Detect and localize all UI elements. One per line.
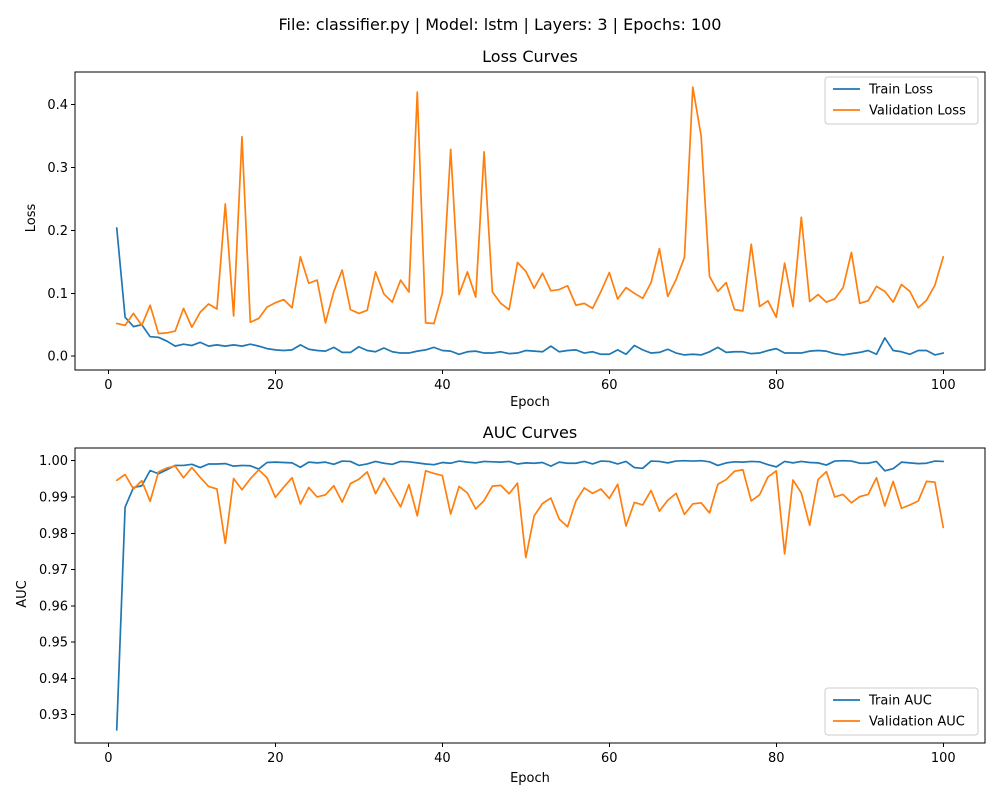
- loss-chart-train-loss-line: [115, 227, 945, 356]
- loss-chart-xtick-label: 0: [104, 378, 112, 393]
- loss-chart-legend-label-train-loss: Train Loss: [868, 83, 933, 98]
- auc-chart-ytick-label: 0.95: [39, 636, 68, 651]
- auc-chart-xtick-label: 20: [267, 751, 284, 766]
- auc-chart-title: AUC Curves: [483, 423, 577, 442]
- auc-chart-xtick-label: 60: [601, 751, 618, 766]
- loss-chart-ytick-label: 0.1: [47, 287, 68, 302]
- loss-chart-validation-loss-line: [115, 86, 945, 335]
- auc-chart-ytick-label: 0.98: [39, 527, 68, 542]
- auc-chart-ytick-label: 0.94: [39, 672, 68, 687]
- auc-chart-ytick-label: 1.00: [39, 454, 68, 469]
- auc-chart-legend-label-train-auc: Train AUC: [868, 694, 932, 709]
- loss-chart-ytick-label: 0.2: [47, 224, 68, 239]
- auc-chart: AUC Curves Epoch AUC 0 20 40 60 80 100 0.93 0.9…: [15, 423, 986, 786]
- auc-chart-ylabel: AUC: [15, 580, 30, 608]
- loss-chart-ytick-label: 0.3: [47, 161, 68, 176]
- auc-chart-xtick-label: 40: [434, 751, 451, 766]
- auc-chart-legend: Train AUC Validation AUC: [824, 687, 979, 736]
- figure-suptitle: File: classifier.py | Model: lstm | Laye…: [279, 15, 722, 34]
- auc-chart-xtick-label: 80: [768, 751, 785, 766]
- loss-chart-ytick-label: 0.0: [47, 350, 68, 365]
- loss-chart-plot-frame: [74, 71, 986, 371]
- auc-chart-plot-frame: [74, 447, 986, 744]
- auc-chart-train-auc-line: [115, 459, 945, 731]
- auc-chart-ytick-label: 0.93: [39, 708, 68, 723]
- loss-chart-xtick-label: 40: [434, 378, 451, 393]
- auc-chart-legend-frame: [824, 687, 979, 736]
- loss-chart-legend: Train Loss Validation Loss: [824, 76, 979, 125]
- loss-chart-ytick-label: 0.4: [47, 98, 68, 113]
- auc-chart-validation-auc-line: [115, 465, 945, 559]
- loss-chart-xtick-label: 100: [931, 378, 956, 393]
- auc-chart-xtick-label: 0: [104, 751, 112, 766]
- loss-chart-xlabel: Epoch: [510, 395, 550, 410]
- loss-chart-title: Loss Curves: [482, 47, 578, 66]
- loss-chart-xtick-label: 60: [601, 378, 618, 393]
- loss-chart-legend-label-validation-loss: Validation Loss: [869, 104, 966, 119]
- loss-chart-ylabel: Loss: [24, 204, 39, 233]
- auc-chart-ytick-label: 0.96: [39, 599, 68, 614]
- auc-chart-xtick-label: 100: [931, 751, 956, 766]
- auc-chart-legend-label-validation-auc: Validation AUC: [869, 715, 965, 730]
- auc-chart-xlabel: Epoch: [510, 771, 550, 786]
- auc-chart-ytick-label: 0.99: [39, 490, 68, 505]
- loss-chart-legend-frame: [824, 76, 979, 125]
- loss-chart-xtick-label: 80: [768, 378, 785, 393]
- loss-chart-xtick-label: 20: [267, 378, 284, 393]
- auc-chart-ytick-label: 0.97: [39, 563, 68, 578]
- loss-chart: Loss Curves Epoch Loss 0 20 40 60 80 100 0.0 0.…: [24, 47, 986, 410]
